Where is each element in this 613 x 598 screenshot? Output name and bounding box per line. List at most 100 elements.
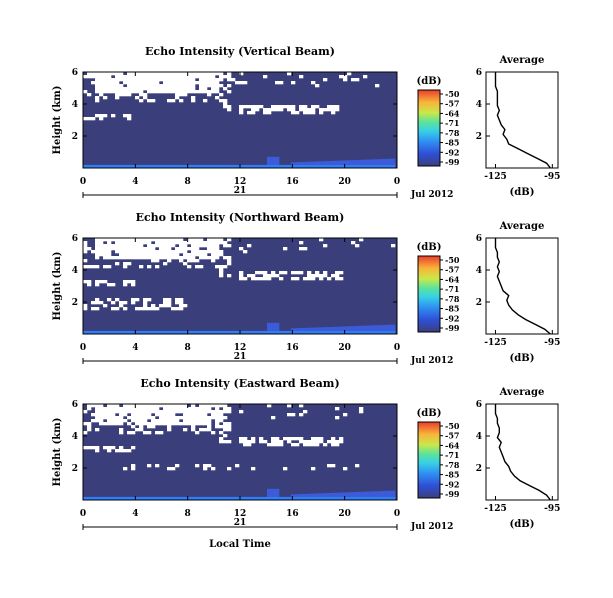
colorbar-tick-label: -50 bbox=[445, 255, 460, 265]
average-x-tick-label: -95 bbox=[544, 504, 560, 514]
x-tick-label: 0 bbox=[394, 343, 400, 353]
colorbar-tick-label: -85 bbox=[445, 470, 459, 480]
colorbar-tick-label: -71 bbox=[445, 284, 459, 294]
month-label: Jul 2012 bbox=[410, 522, 453, 532]
average-y-tick-label: 4 bbox=[476, 432, 482, 442]
x-tick-label: 0 bbox=[394, 509, 400, 519]
colorbar-tick-label: -57 bbox=[445, 265, 459, 275]
colorbar bbox=[417, 421, 441, 499]
average-y-tick-label: 2 bbox=[476, 464, 482, 474]
average-x-tick-label: -95 bbox=[544, 338, 560, 348]
average-profile-line bbox=[494, 238, 551, 335]
x-tick-label: 20 bbox=[338, 177, 351, 187]
colorbar-tick-label: -85 bbox=[445, 304, 459, 314]
average-profile-line bbox=[494, 404, 551, 501]
low-level-echo bbox=[83, 156, 396, 168]
y-tick-label: 2 bbox=[72, 298, 78, 308]
average-x-tick-label: -125 bbox=[484, 172, 507, 182]
x-tick-label: 16 bbox=[286, 343, 299, 353]
x-tick-label: 4 bbox=[132, 509, 138, 519]
average-title: Average bbox=[499, 387, 545, 398]
average-title: Average bbox=[499, 55, 545, 66]
missing-data bbox=[83, 72, 380, 121]
colorbar-tick-label: -64 bbox=[445, 274, 460, 284]
panel-title: Echo Intensity (Northward Beam) bbox=[136, 211, 345, 224]
average-x-tick-label: -125 bbox=[484, 504, 507, 514]
average-x-label: (dB) bbox=[510, 353, 535, 364]
date-label: 21 bbox=[234, 352, 247, 362]
y-tick-label: 6 bbox=[72, 400, 78, 410]
x-tick-label: 0 bbox=[80, 177, 86, 187]
colorbar-tick-label: -71 bbox=[445, 118, 459, 128]
y-axis-label: Height (km) bbox=[52, 252, 63, 321]
y-tick-label: 4 bbox=[72, 432, 78, 442]
low-level-echo bbox=[83, 322, 396, 334]
colorbar-tick-label: -99 bbox=[445, 157, 460, 167]
y-axis-label: Height (km) bbox=[52, 418, 63, 487]
x-tick-label: 20 bbox=[338, 509, 351, 519]
x-tick-label: 12 bbox=[234, 509, 247, 519]
panel-title: Echo Intensity (Vertical Beam) bbox=[145, 45, 335, 58]
colorbar-tick-label: -92 bbox=[445, 147, 459, 157]
x-axis-label: Local Time bbox=[209, 539, 271, 550]
low-level-echo bbox=[83, 488, 396, 500]
average-y-tick-label: 2 bbox=[476, 132, 482, 142]
colorbar bbox=[417, 89, 441, 167]
x-tick-label: 8 bbox=[185, 509, 191, 519]
x-tick-label: 12 bbox=[234, 343, 247, 353]
panel-title: Echo Intensity (Eastward Beam) bbox=[140, 377, 339, 390]
colorbar-tick-label: -78 bbox=[445, 128, 460, 138]
x-tick-label: 0 bbox=[80, 509, 86, 519]
average-x-label: (dB) bbox=[510, 519, 535, 530]
average-frame bbox=[485, 71, 559, 169]
x-tick-label: 0 bbox=[394, 177, 400, 187]
colorbar-tick-label: -99 bbox=[445, 323, 460, 333]
colorbar-tick-label: -57 bbox=[445, 99, 459, 109]
month-label: Jul 2012 bbox=[410, 356, 453, 366]
average-y-tick-label: 2 bbox=[476, 298, 482, 308]
colorbar-tick-label: -64 bbox=[445, 440, 460, 450]
average-y-tick-label: 6 bbox=[476, 400, 482, 410]
colorbar-tick-label: -64 bbox=[445, 108, 460, 118]
x-tick-label: 4 bbox=[132, 343, 138, 353]
average-title: Average bbox=[499, 221, 545, 232]
average-y-tick-label: 4 bbox=[476, 100, 482, 110]
average-x-tick-label: -95 bbox=[544, 172, 560, 182]
average-x-label: (dB) bbox=[510, 187, 535, 198]
x-tick-label: 16 bbox=[286, 177, 299, 187]
average-x-tick-label: -125 bbox=[484, 338, 507, 348]
y-tick-label: 2 bbox=[72, 132, 78, 142]
colorbar-tick-label: -78 bbox=[445, 460, 460, 470]
colorbar-tick-label: -57 bbox=[445, 431, 459, 441]
y-tick-label: 2 bbox=[72, 464, 78, 474]
colorbar-tick-label: -99 bbox=[445, 489, 460, 499]
panel-1: Echo Intensity (Vertical Beam) 2 4 6 Height … bbox=[52, 45, 560, 200]
colorbar-tick-label: -92 bbox=[445, 479, 459, 489]
colorbar-unit: (dB) bbox=[417, 76, 442, 87]
month-label: Jul 2012 bbox=[410, 190, 453, 200]
panel-2: Echo Intensity (Northward Beam) 2 4 6 Height… bbox=[52, 211, 560, 366]
missing-data bbox=[83, 404, 364, 471]
panel-3: Echo Intensity (Eastward Beam) 2 4 6 Height … bbox=[52, 377, 560, 532]
x-tick-label: 12 bbox=[234, 177, 247, 187]
colorbar-tick-label: -71 bbox=[445, 450, 459, 460]
x-tick-label: 0 bbox=[80, 343, 86, 353]
x-tick-label: 8 bbox=[185, 177, 191, 187]
y-axis-label: Height (km) bbox=[52, 86, 63, 155]
colorbar-unit: (dB) bbox=[417, 408, 442, 419]
colorbar-unit: (dB) bbox=[417, 242, 442, 253]
date-label: 21 bbox=[234, 518, 247, 528]
average-profile-line bbox=[494, 72, 551, 169]
x-tick-label: 16 bbox=[286, 509, 299, 519]
colorbar-tick-label: -50 bbox=[445, 89, 460, 99]
x-tick-label: 20 bbox=[338, 343, 351, 353]
colorbar bbox=[417, 255, 441, 333]
colorbar-tick-label: -92 bbox=[445, 313, 459, 323]
x-tick-label: 8 bbox=[185, 343, 191, 353]
y-tick-label: 6 bbox=[72, 68, 78, 78]
missing-data bbox=[83, 238, 396, 311]
date-label: 21 bbox=[234, 186, 247, 196]
y-tick-label: 6 bbox=[72, 234, 78, 244]
